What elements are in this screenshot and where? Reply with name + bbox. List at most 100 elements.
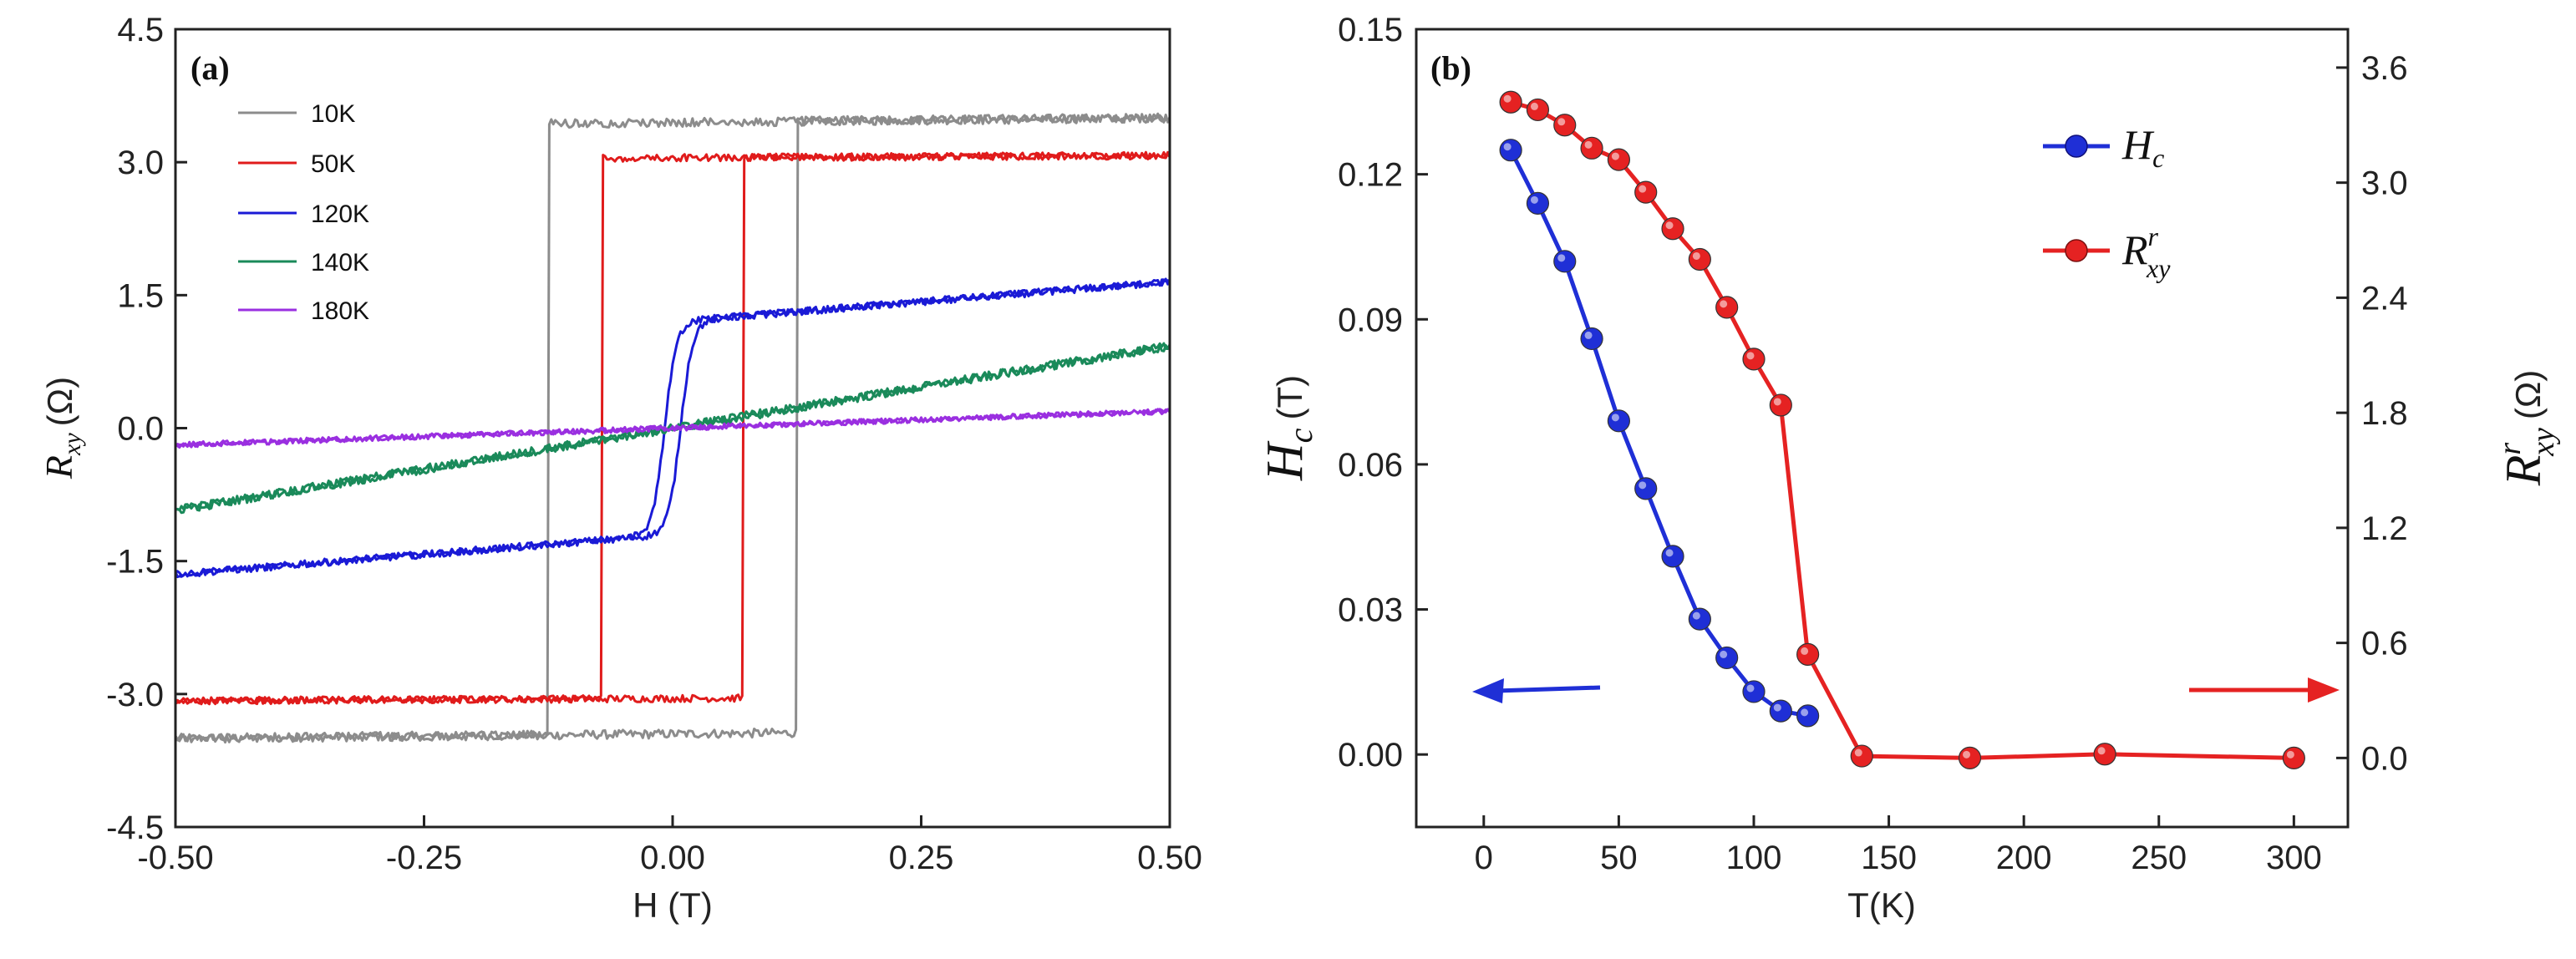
panel-b-xtick-label: 300 <box>2266 840 2322 876</box>
panel-a-ytick-label: -3.0 <box>106 677 164 713</box>
panel-b-point-highlight <box>1611 414 1619 422</box>
panel-b-ytick-right-label: 2.4 <box>2361 280 2408 317</box>
legend-marker-hc <box>2065 134 2088 158</box>
legend-rxy-sub: xy <box>2146 253 2171 283</box>
panel-b-point-rxy-r <box>1526 98 1550 122</box>
panel-a-legend: 10K 50K 120K 140K 180K <box>238 100 369 325</box>
panel-b-point-hc <box>1553 250 1577 273</box>
panel-b-point-hc <box>1634 477 1658 500</box>
panel-a-xtick-label: 0.25 <box>889 840 954 876</box>
panel-a-ylabel-sub: xy <box>58 433 86 456</box>
panel-b-xtick-label: 100 <box>1726 840 1782 876</box>
legend-label-180k: 180K <box>311 297 369 325</box>
legend-label-50k: 50K <box>311 150 355 178</box>
panel-a-series-180k <box>174 408 1171 449</box>
panel-b-point-highlight <box>1503 94 1512 103</box>
panel-b-point-rxy-r <box>2282 746 2305 769</box>
panel-a-xtick-label: -0.50 <box>137 840 213 876</box>
panel-b-point-rxy-r <box>1715 296 1739 319</box>
panel-b-label: (b) <box>1430 49 1471 87</box>
panel-b-point-rxy-r <box>1580 136 1603 160</box>
panel-b-xtick-label: 0 <box>1475 840 1493 876</box>
panel-b-line-rxy-r <box>1510 99 2294 760</box>
panel-a-xtick-label: 0.00 <box>640 840 705 876</box>
panel-b-point-highlight <box>1503 143 1512 151</box>
panel-b-point-hc <box>1688 607 1711 631</box>
panel-b-point-hc <box>1499 139 1522 162</box>
panel-b-ylabel-right-main: R <box>2496 455 2551 487</box>
panel-b-point-highlight <box>1801 647 1809 655</box>
panel-b-legend: Hc Rr xy <box>2043 121 2171 283</box>
panel-b-ytick-right-label: 1.8 <box>2361 395 2408 432</box>
panel-b-point-hc <box>1661 545 1684 568</box>
panel-b-xtick-label: 250 <box>2131 840 2187 876</box>
panel-b-ytick-right-label: 0.6 <box>2361 626 2408 662</box>
panel-b-point-rxy-r <box>1958 746 1982 769</box>
panel-b-point-highlight <box>1963 750 1971 759</box>
panel-a-ytick-label: 3.0 <box>117 145 164 181</box>
panel-b-point-rxy-r <box>1796 642 1820 666</box>
panel-b-point-hc <box>1580 327 1603 351</box>
panel-b-ylabel-left: Hc (T) <box>1257 375 1319 481</box>
panel-a-ylabel-main: R <box>38 455 80 480</box>
panel-b-point-highlight <box>1773 703 1781 712</box>
panel-b-point-rxy-r <box>1607 148 1630 171</box>
svg-text:Rxy(Ω): Rxy (Ω) <box>38 377 86 480</box>
panel-a-ticks: -0.50 -0.25 0.00 0.25 0.50 -4.5 -3.0 -1.5 0.0 1.5… <box>106 12 1202 876</box>
panel-b-point-highlight <box>1854 748 1862 757</box>
panel-b-point-hc <box>1742 680 1766 703</box>
panel-b-ytick-right-label: 3.0 <box>2361 165 2408 202</box>
svg-text:Hc(T): Hc (T) <box>1257 375 1319 481</box>
panel-b-ytick-right-label: 0.0 <box>2361 740 2408 777</box>
panel-b-point-rxy-r <box>1553 114 1577 137</box>
panel-a-ylabel: Rxy (Ω) <box>38 377 86 480</box>
legend-label-140k: 140K <box>311 249 369 277</box>
panel-b-series-group <box>1499 90 2305 769</box>
panel-b-point-highlight <box>1720 300 1728 308</box>
panel-b-ytick-left-label: 0.06 <box>1338 447 1403 484</box>
panel-a: -0.50 -0.25 0.00 0.25 0.50 -4.5 -3.0 -1.5 0.0 1.5… <box>38 12 1202 925</box>
panel-b-point-rxy-r <box>1742 348 1766 371</box>
panel-b-ylabel-right: Rrxy (Ω) <box>2492 370 2561 487</box>
panel-b-point-rxy-r <box>1661 217 1684 241</box>
panel-b: 0 50 100 150 200 250 300 0.00 0.03 0.06 0.09 0.12 0.… <box>1257 12 2561 925</box>
panel-b-point-highlight <box>2286 750 2294 759</box>
panel-b-ytick-left-label: 0.15 <box>1338 12 1403 48</box>
legend-label-10k: 10K <box>311 100 355 128</box>
panel-b-ylabel-right-sub: xy <box>2526 428 2561 457</box>
panel-b-xtick-label: 150 <box>1861 840 1917 876</box>
panel-b-point-highlight <box>1773 398 1781 406</box>
panel-b-point-highlight <box>1665 221 1674 230</box>
panel-a-ytick-label: 1.5 <box>117 277 164 314</box>
panel-b-point-highlight <box>1692 251 1700 260</box>
panel-a-xtick-label: 0.50 <box>1137 840 1202 876</box>
panel-b-frame <box>1415 28 2350 829</box>
panel-b-point-highlight <box>1665 549 1674 557</box>
legend-marker-rxy <box>2065 239 2088 262</box>
panel-b-xtick-label: 200 <box>1996 840 2052 876</box>
svg-text:Rrxy(Ω): Rrxy (Ω) <box>2492 370 2561 487</box>
panel-b-point-rxy-r <box>1850 744 1873 768</box>
panel-b-point-highlight <box>1530 195 1538 204</box>
panel-b-ytick-left-label: 0.12 <box>1338 157 1403 194</box>
panel-b-point-highlight <box>1746 684 1755 693</box>
panel-b-ytick-right-label: 3.6 <box>2361 50 2408 87</box>
panel-b-line-hc <box>1508 149 1809 718</box>
panel-a-xlabel: H (T) <box>633 885 713 925</box>
panel-b-point-highlight <box>1801 708 1809 717</box>
panel-b-point-rxy-r <box>2093 743 2116 766</box>
panel-b-point-highlight <box>1557 118 1566 126</box>
arrow-left-axis <box>1472 678 1601 703</box>
panel-b-point-rxy-r <box>1634 180 1658 204</box>
legend-hc-main: H <box>2121 121 2155 168</box>
panel-b-ytick-left-label: 0.03 <box>1338 592 1403 629</box>
panel-b-point-highlight <box>1720 650 1728 658</box>
panel-b-point-rxy-r <box>1499 90 1522 114</box>
panel-b-point-highlight <box>2097 747 2106 755</box>
legend-hc-sub: c <box>2152 143 2164 173</box>
panel-b-ticks: 0 50 100 150 200 250 300 0.00 0.03 0.06 0.09 0.12 0.… <box>1338 12 2407 876</box>
panel-b-point-rxy-r <box>1769 393 1792 417</box>
panel-b-ytick-left-label: 0.00 <box>1338 737 1403 774</box>
panel-b-point-highlight <box>1530 102 1538 110</box>
